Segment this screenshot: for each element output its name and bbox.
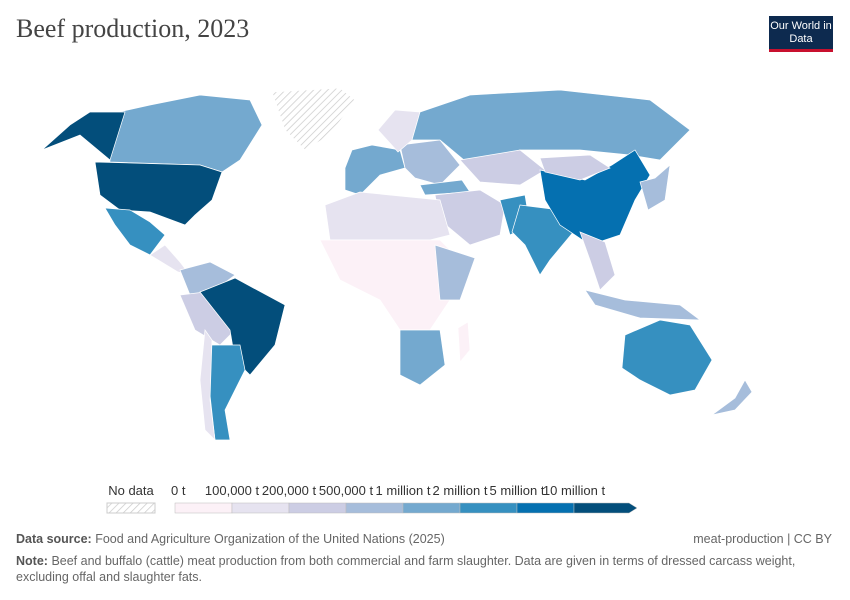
region-mexico[interactable]: Mexico	[104, 207, 166, 256]
region-mongolia[interactable]: Mongolia	[539, 154, 611, 181]
region-east-africa[interactable]: East Africa	[434, 244, 476, 301]
region-chile[interactable]: Chile	[199, 329, 216, 441]
note: Note: Beef and buffalo (cattle) meat pro…	[16, 553, 826, 585]
legend-tick-label: 200,000 t	[262, 483, 317, 498]
region-japan-korea[interactable]: Japan/Korea	[639, 164, 671, 211]
legend-tick-label: 5 million t	[490, 483, 545, 498]
legend-no-data-swatch	[106, 502, 156, 514]
source-text: Food and Agriculture Organization of the…	[95, 532, 445, 546]
owid-logo[interactable]: Our World in Data	[769, 16, 833, 52]
region-middle-east[interactable]: Middle East	[434, 189, 506, 246]
region-north-africa[interactable]: North Africa	[324, 191, 451, 241]
note-label: Note:	[16, 554, 48, 568]
legend-bin-6[interactable]	[516, 502, 575, 514]
region-south-africa[interactable]: South Africa	[399, 329, 446, 386]
region-europe-west[interactable]: Europe West	[344, 144, 406, 196]
legend-tick-label: 2 million t	[433, 483, 488, 498]
data-source: Data source: Food and Agriculture Organi…	[16, 532, 445, 546]
legend-tick-label: 10 million t	[543, 483, 606, 498]
region-alaska-us-[interactable]: Alaska (US)	[41, 111, 126, 161]
region-argentina[interactable]: Argentina	[209, 344, 246, 441]
region-russia[interactable]: Russia	[411, 89, 691, 166]
legend-no-data-label: No data	[108, 483, 154, 498]
legend-bin-7[interactable]	[573, 502, 638, 514]
source-label: Data source:	[16, 532, 92, 546]
legend-bin-2[interactable]	[288, 502, 347, 514]
region-kazakhstan[interactable]: Kazakhstan	[459, 149, 546, 186]
world-map[interactable]: GreenlandCanadaUnited StatesAlaska (US) M…	[0, 80, 850, 470]
note-text: Beef and buffalo (cattle) meat productio…	[16, 554, 796, 584]
page-title: Beef production, 2023	[16, 14, 250, 43]
legend-tick-label: 500,000 t	[319, 483, 374, 498]
region-brazil[interactable]: Brazil	[199, 277, 286, 376]
legend-bin-0[interactable]	[174, 502, 233, 514]
region-new-zealand[interactable]: New Zealand	[711, 379, 753, 416]
region-greenland[interactable]: Greenland	[271, 87, 356, 151]
region-madagascar[interactable]: Madagascar	[457, 321, 471, 363]
legend-tick-label: 100,000 t	[205, 483, 260, 498]
license-link[interactable]: meat-production | CC BY	[693, 532, 832, 546]
logo-text: Our World in Data	[770, 20, 832, 45]
region-canada[interactable]: Canada	[104, 94, 263, 173]
region-australia[interactable]: Australia	[621, 319, 713, 396]
legend-tick-label: 1 million t	[376, 483, 431, 498]
legend-bin-4[interactable]	[402, 502, 461, 514]
legend-tick-label: 0 t	[171, 483, 186, 498]
region-united-states[interactable]: United States	[94, 161, 223, 226]
legend-bin-1[interactable]	[231, 502, 290, 514]
region-indonesia[interactable]: Indonesia	[584, 289, 702, 321]
legend-bin-5[interactable]	[459, 502, 518, 514]
legend-bin-3[interactable]	[345, 502, 404, 514]
region-southeast-asia[interactable]: Southeast Asia	[579, 231, 616, 291]
